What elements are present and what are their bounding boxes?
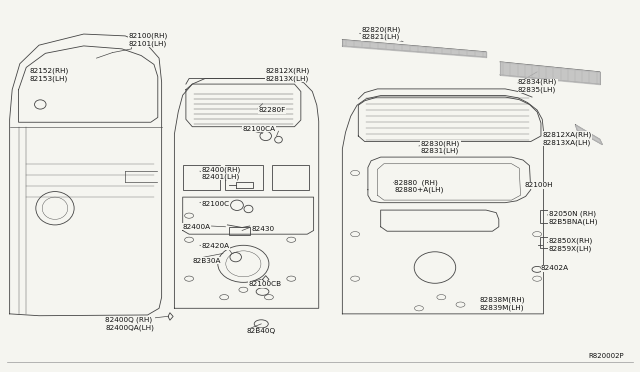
Text: 82430: 82430 [251, 226, 274, 232]
Text: R820002P: R820002P [588, 353, 624, 359]
Bar [540, 210, 556, 223]
Text: 82152(RH)
82153(LH): 82152(RH) 82153(LH) [29, 68, 68, 82]
Text: 82280F: 82280F [258, 108, 285, 113]
Text: 82B40Q: 82B40Q [246, 328, 276, 334]
Text: 82420A: 82420A [202, 243, 230, 249]
Text: 82100H: 82100H [524, 182, 553, 188]
Bar [272, 164, 309, 190]
Text: 82100C: 82100C [202, 201, 230, 207]
Bar [540, 237, 554, 248]
Text: 82400A: 82400A [182, 224, 211, 230]
Text: 82050N (RH)
82B5BNA(LH): 82050N (RH) 82B5BNA(LH) [548, 211, 598, 224]
Text: 82100(RH)
82101(LH): 82100(RH) 82101(LH) [129, 33, 168, 46]
Text: 82100CB: 82100CB [248, 281, 282, 287]
Text: 82B30A: 82B30A [192, 258, 221, 264]
Text: 82850X(RH)
82859X(LH): 82850X(RH) 82859X(LH) [548, 238, 593, 251]
Text: 82812XA(RH)
82813XA(LH): 82812XA(RH) 82813XA(LH) [542, 132, 591, 145]
Text: 82402A: 82402A [541, 265, 569, 271]
Text: 82400Q (RH)
82400QA(LH): 82400Q (RH) 82400QA(LH) [106, 317, 154, 331]
Bar [229, 227, 250, 235]
Text: 82830(RH)
82831(LH): 82830(RH) 82831(LH) [421, 140, 460, 154]
Text: 82812X(RH)
82813X(LH): 82812X(RH) 82813X(LH) [266, 68, 310, 82]
Text: 82100CA: 82100CA [242, 126, 275, 132]
Polygon shape [575, 125, 602, 144]
Bar [225, 164, 262, 190]
Text: 82838M(RH)
82839M(LH): 82838M(RH) 82839M(LH) [479, 297, 525, 311]
Text: 82820(RH)
82821(LH): 82820(RH) 82821(LH) [362, 26, 401, 40]
Text: 82834(RH)
82835(LH): 82834(RH) 82835(LH) [518, 79, 557, 93]
Bar [182, 164, 220, 190]
Text: 82880  (RH)
82880+A(LH): 82880 (RH) 82880+A(LH) [394, 179, 444, 193]
Text: 82400(RH)
82401(LH): 82400(RH) 82401(LH) [202, 166, 241, 180]
